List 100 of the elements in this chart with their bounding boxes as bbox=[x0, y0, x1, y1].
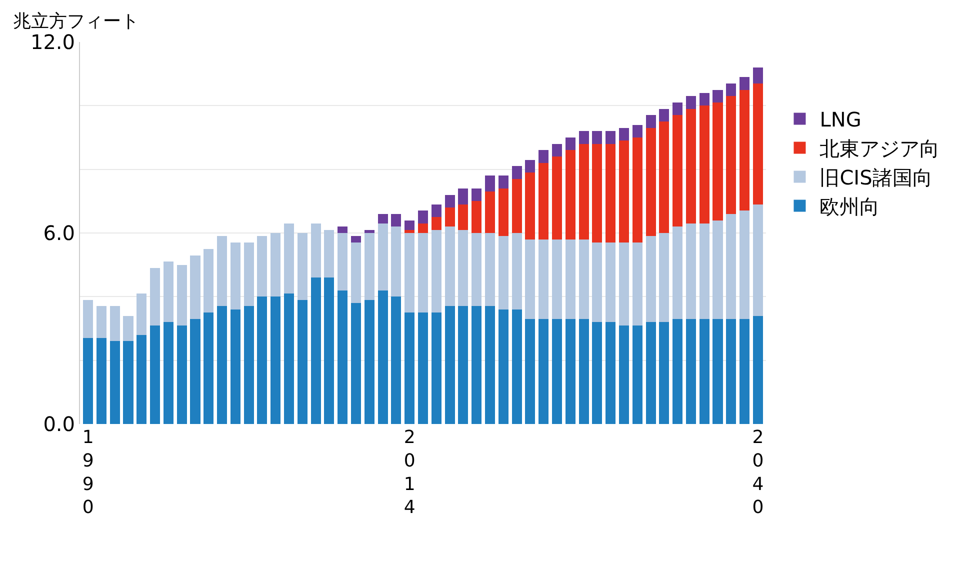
bar bbox=[458, 306, 468, 424]
bar bbox=[672, 318, 683, 424]
bar bbox=[378, 214, 388, 224]
bar bbox=[606, 242, 616, 322]
bar bbox=[578, 239, 589, 319]
bar bbox=[150, 268, 160, 326]
bar bbox=[712, 220, 723, 319]
bar bbox=[324, 230, 334, 278]
bar bbox=[378, 290, 388, 424]
bar bbox=[498, 309, 508, 424]
bar bbox=[444, 306, 455, 424]
bar bbox=[444, 194, 455, 208]
bar bbox=[525, 318, 536, 424]
bar bbox=[297, 233, 308, 300]
bar bbox=[686, 108, 696, 224]
bar bbox=[472, 233, 482, 306]
bar bbox=[552, 144, 562, 157]
bar bbox=[618, 128, 629, 141]
y-tick-label: 12.0 bbox=[30, 30, 75, 54]
bar bbox=[646, 322, 656, 424]
bar bbox=[96, 306, 106, 338]
bar bbox=[136, 293, 147, 335]
bar bbox=[190, 318, 200, 424]
bar bbox=[498, 236, 508, 310]
bar bbox=[244, 306, 254, 424]
legend-label: 北東アジア向 bbox=[820, 136, 940, 161]
bar bbox=[659, 108, 670, 122]
bar bbox=[565, 138, 576, 150]
bar bbox=[578, 144, 589, 240]
bar bbox=[632, 124, 642, 138]
bar bbox=[712, 318, 723, 424]
bar bbox=[565, 150, 576, 240]
bar bbox=[484, 233, 496, 306]
bar bbox=[659, 322, 670, 424]
bar bbox=[498, 188, 508, 236]
bar bbox=[163, 262, 174, 322]
bar bbox=[618, 325, 629, 424]
bar bbox=[310, 278, 321, 424]
bar bbox=[458, 204, 468, 230]
bar bbox=[646, 115, 656, 128]
y-tick-label: 0.0 bbox=[43, 412, 75, 436]
bar bbox=[632, 138, 642, 243]
bar bbox=[686, 223, 696, 319]
bar bbox=[592, 144, 602, 243]
bar bbox=[83, 300, 94, 338]
bar bbox=[310, 223, 321, 278]
bar bbox=[699, 318, 710, 424]
bar bbox=[606, 131, 616, 144]
bar bbox=[686, 318, 696, 424]
bar bbox=[606, 322, 616, 424]
bar bbox=[136, 334, 147, 424]
bar bbox=[204, 312, 214, 424]
bar bbox=[350, 242, 362, 304]
bar bbox=[632, 325, 642, 424]
bar bbox=[484, 192, 496, 233]
bar bbox=[244, 242, 254, 306]
bar bbox=[217, 306, 228, 424]
bar bbox=[726, 214, 736, 319]
bar bbox=[512, 166, 522, 179]
bar bbox=[512, 178, 522, 233]
bar bbox=[726, 96, 736, 214]
bar bbox=[284, 293, 294, 424]
bar bbox=[592, 322, 602, 424]
bar bbox=[391, 214, 402, 227]
bar bbox=[123, 316, 134, 342]
bar bbox=[123, 341, 134, 424]
bar bbox=[740, 210, 750, 319]
bar bbox=[444, 226, 455, 306]
bar bbox=[726, 318, 736, 424]
bar bbox=[740, 90, 750, 211]
bar bbox=[350, 303, 362, 424]
bar bbox=[699, 106, 710, 224]
bar bbox=[672, 226, 683, 319]
bar bbox=[472, 201, 482, 233]
bar bbox=[672, 102, 683, 116]
bar bbox=[190, 255, 200, 319]
bar bbox=[752, 83, 763, 204]
bar bbox=[364, 300, 374, 424]
bar bbox=[257, 236, 268, 297]
bar bbox=[552, 239, 562, 319]
bar bbox=[592, 242, 602, 322]
bar bbox=[284, 223, 294, 294]
bar bbox=[552, 318, 562, 424]
bar bbox=[525, 160, 536, 173]
bar bbox=[618, 140, 629, 243]
bar bbox=[391, 296, 402, 424]
bar bbox=[740, 77, 750, 90]
bar bbox=[176, 264, 187, 326]
bar bbox=[740, 318, 750, 424]
bar bbox=[632, 242, 642, 326]
bar bbox=[418, 233, 428, 313]
bar bbox=[712, 90, 723, 102]
bar bbox=[163, 322, 174, 424]
bar bbox=[512, 309, 522, 424]
bar bbox=[270, 296, 281, 424]
bar bbox=[110, 306, 120, 342]
bar bbox=[270, 233, 281, 297]
bar bbox=[538, 318, 549, 424]
bar bbox=[472, 188, 482, 202]
legend-label: LNG bbox=[820, 108, 862, 132]
